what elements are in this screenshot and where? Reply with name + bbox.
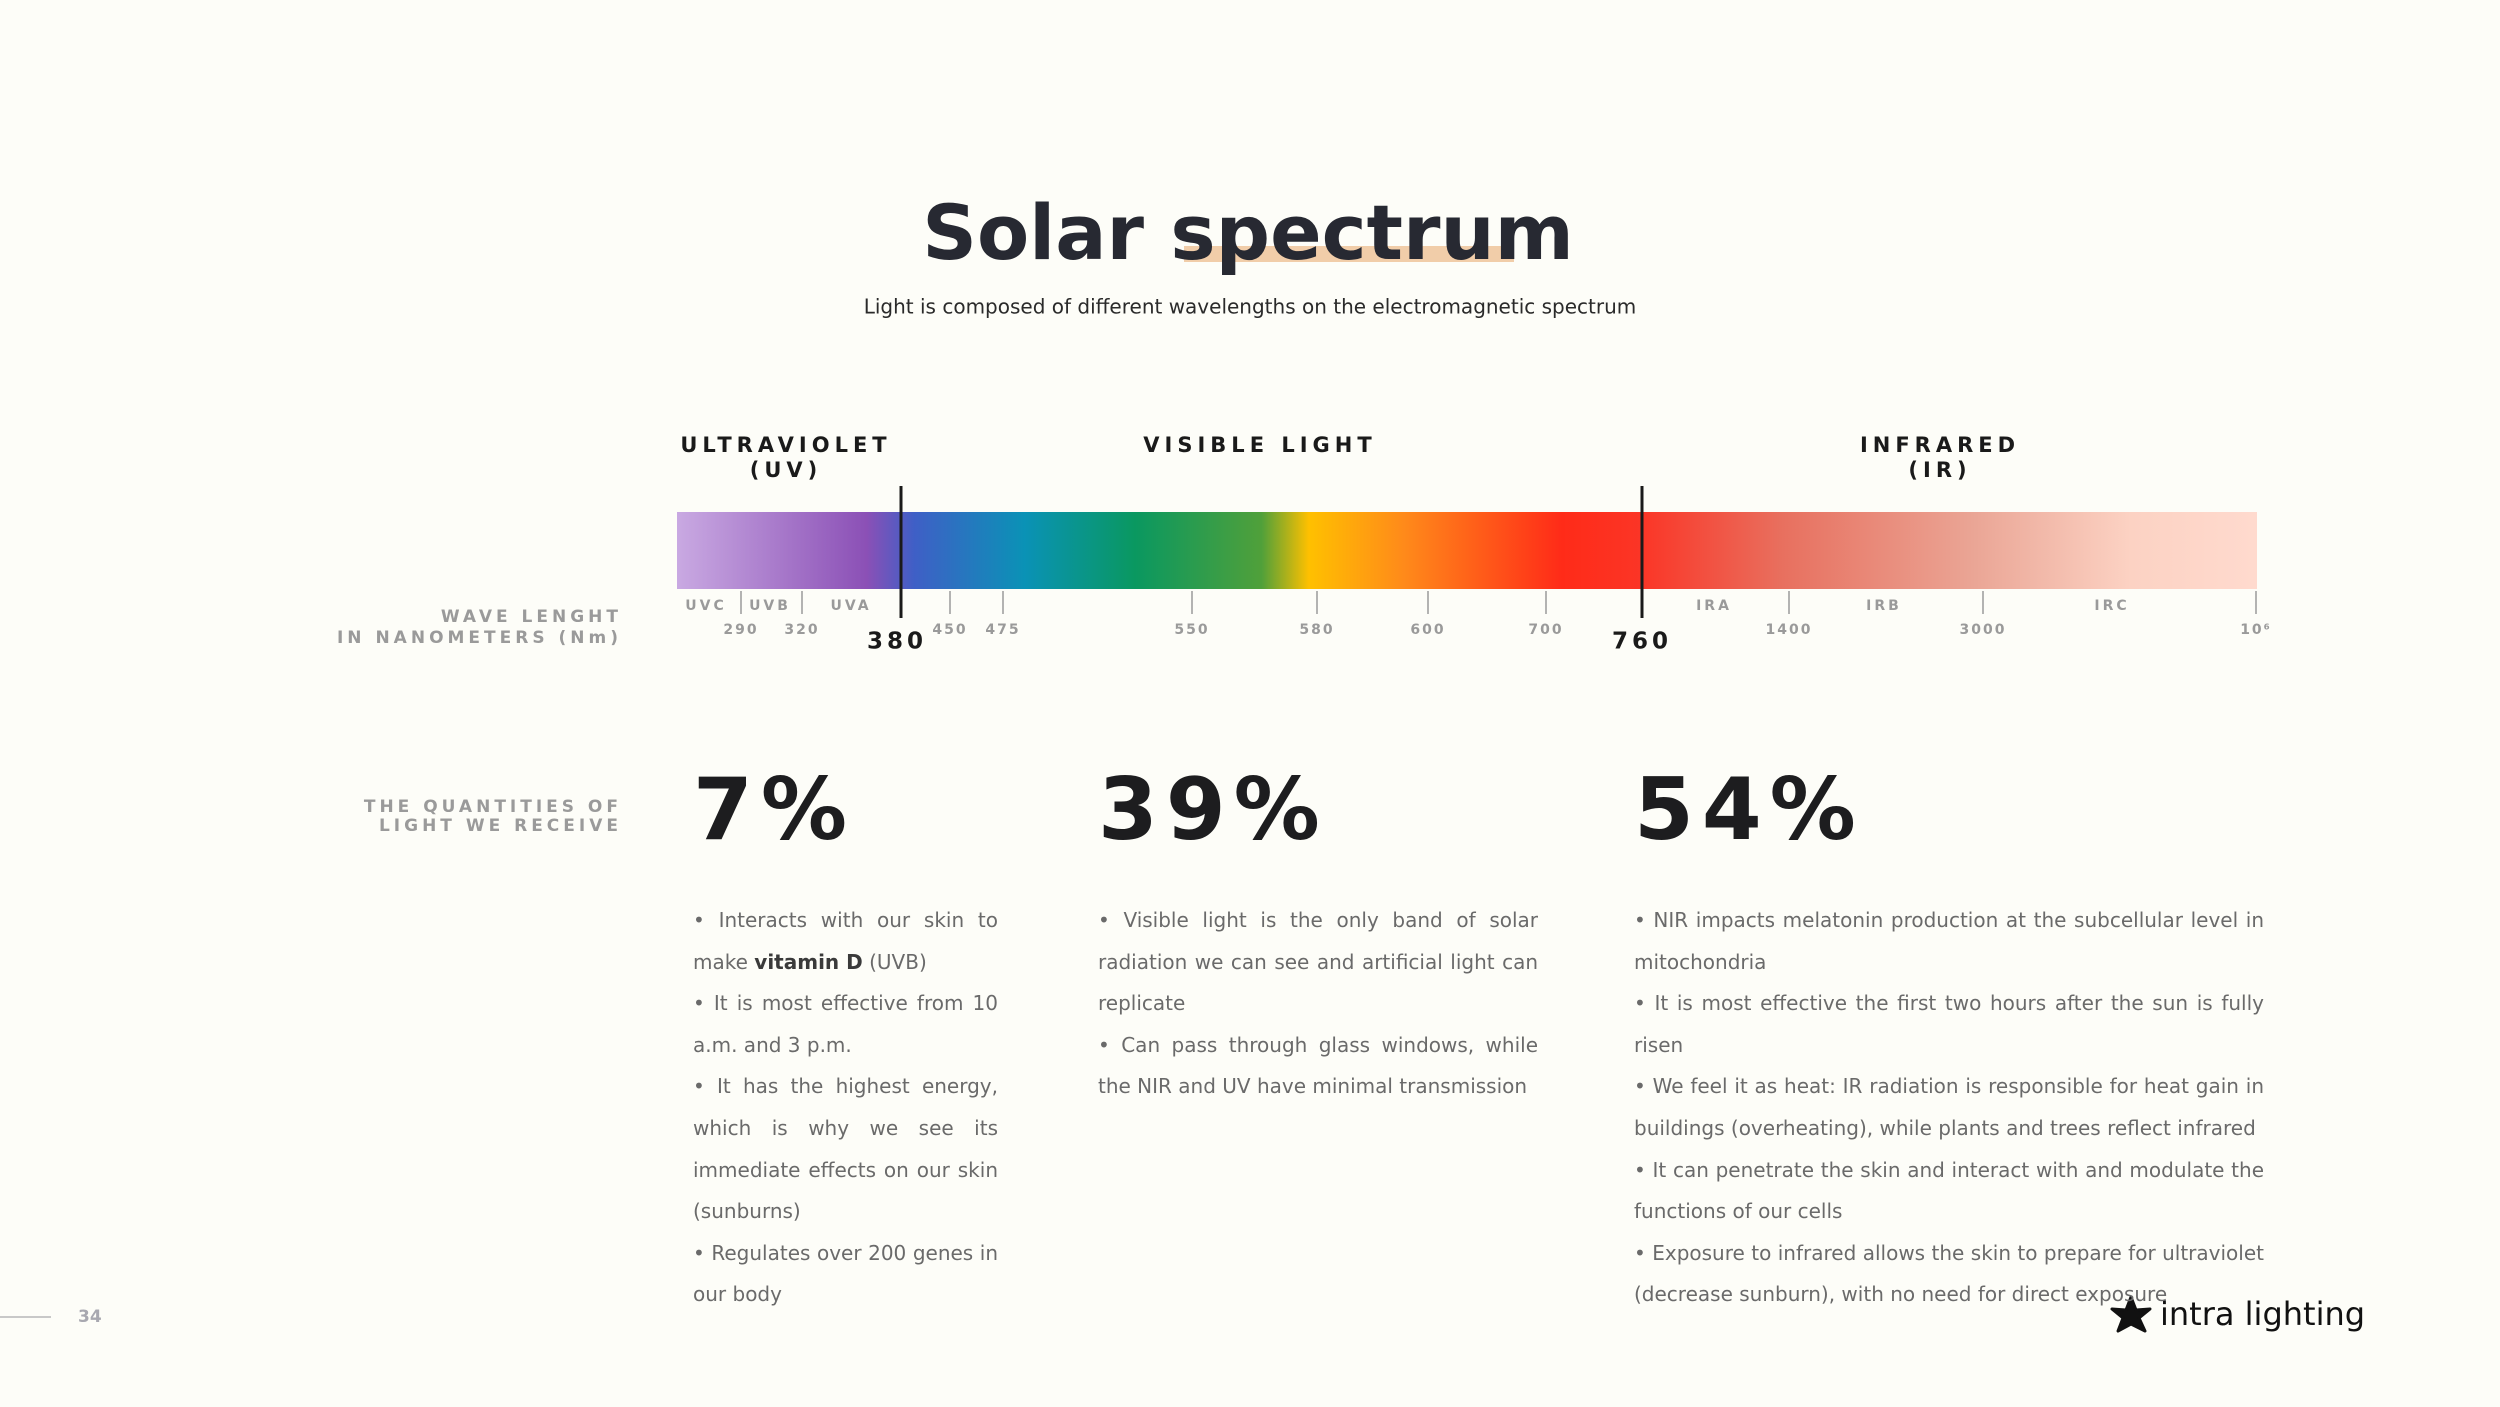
wavelength-label: 290 [723, 622, 758, 638]
wavelength-label: 10⁶ [2240, 622, 2272, 638]
bullet: Regulates over 200 genes in our body [693, 1233, 998, 1316]
page-number: 34 [78, 1307, 102, 1327]
percentage: 39% [1098, 760, 1328, 860]
wavelength-label: 380 [867, 629, 927, 655]
spectrum-bar [677, 512, 2257, 589]
axis-label: IN NANOMETERS (Nm) [337, 628, 622, 648]
wavelength-label: 760 [1612, 629, 1672, 655]
wavelength-label: 600 [1410, 622, 1445, 638]
bullet: Exposure to infrared allows the skin to … [1634, 1233, 2264, 1316]
band-label: IRA [1696, 598, 1732, 614]
bullet: It has the highest energy, which is why … [693, 1066, 998, 1232]
band-label: IRB [1866, 598, 1902, 614]
wavelength-label: 580 [1299, 622, 1334, 638]
wavelength-label: 3000 [1960, 622, 2007, 638]
band-label: UVB [749, 598, 791, 614]
wavelength-label: 450 [932, 622, 967, 638]
bullet-bold: vitamin D [754, 949, 863, 974]
title-highlight [1184, 246, 1514, 262]
band-label: UVA [830, 598, 871, 614]
axis-label: WAVE LENGHT [441, 607, 622, 627]
percentage: 7% [693, 760, 856, 860]
region-name: ULTRAVIOLET [680, 433, 891, 457]
percentage: 54% [1634, 760, 1864, 860]
quantities-label: LIGHT WE RECEIVE [379, 816, 622, 836]
bullet: NIR impacts melatonin production at the … [1634, 900, 2264, 983]
region-name: INFRARED [1860, 433, 2020, 457]
bullet: We feel it as heat: IR radiation is resp… [1634, 1066, 2264, 1149]
band-label: UVC [685, 598, 726, 614]
wavelength-label: 1400 [1766, 622, 1813, 638]
title: Solar spectrum [922, 188, 1574, 277]
band-label: IRC [2094, 598, 2129, 614]
region-abbr: (IR) [1908, 458, 1971, 482]
wavelength-label: 700 [1528, 622, 1563, 638]
bullet-text: (UVB) [869, 949, 927, 974]
quantities-label: THE QUANTITIES OF [364, 797, 622, 817]
wavelength-label: 320 [784, 622, 819, 638]
subtitle: Light is composed of different wavelengt… [864, 295, 1637, 319]
column: 54% NIR impacts melatonin production at t… [1634, 760, 2264, 1316]
wavelength-label: 550 [1174, 622, 1209, 638]
bullet: It is most effective from 10 a.m. and 3 … [693, 983, 998, 1066]
bullet: It can penetrate the skin and interact w… [1634, 1150, 2264, 1233]
bullet: Can pass through glass windows, while th… [1098, 1025, 1538, 1108]
bullet: Interacts with our skin to make vitamin … [693, 900, 998, 983]
bullet: It is most effective the first two hours… [1634, 983, 2264, 1066]
column: 39% Visible light is the only band of sol… [1098, 760, 1538, 1108]
column: 7% Interacts with our skin to make vitami… [693, 760, 998, 1316]
wavelength-label: 475 [985, 622, 1020, 638]
region-abbr: (UV) [750, 458, 823, 482]
region-name: VISIBLE LIGHT [1143, 433, 1376, 457]
bullet: Visible light is the only band of solar … [1098, 900, 1538, 1025]
bullet-text: Interacts with our skin to make [693, 908, 999, 974]
